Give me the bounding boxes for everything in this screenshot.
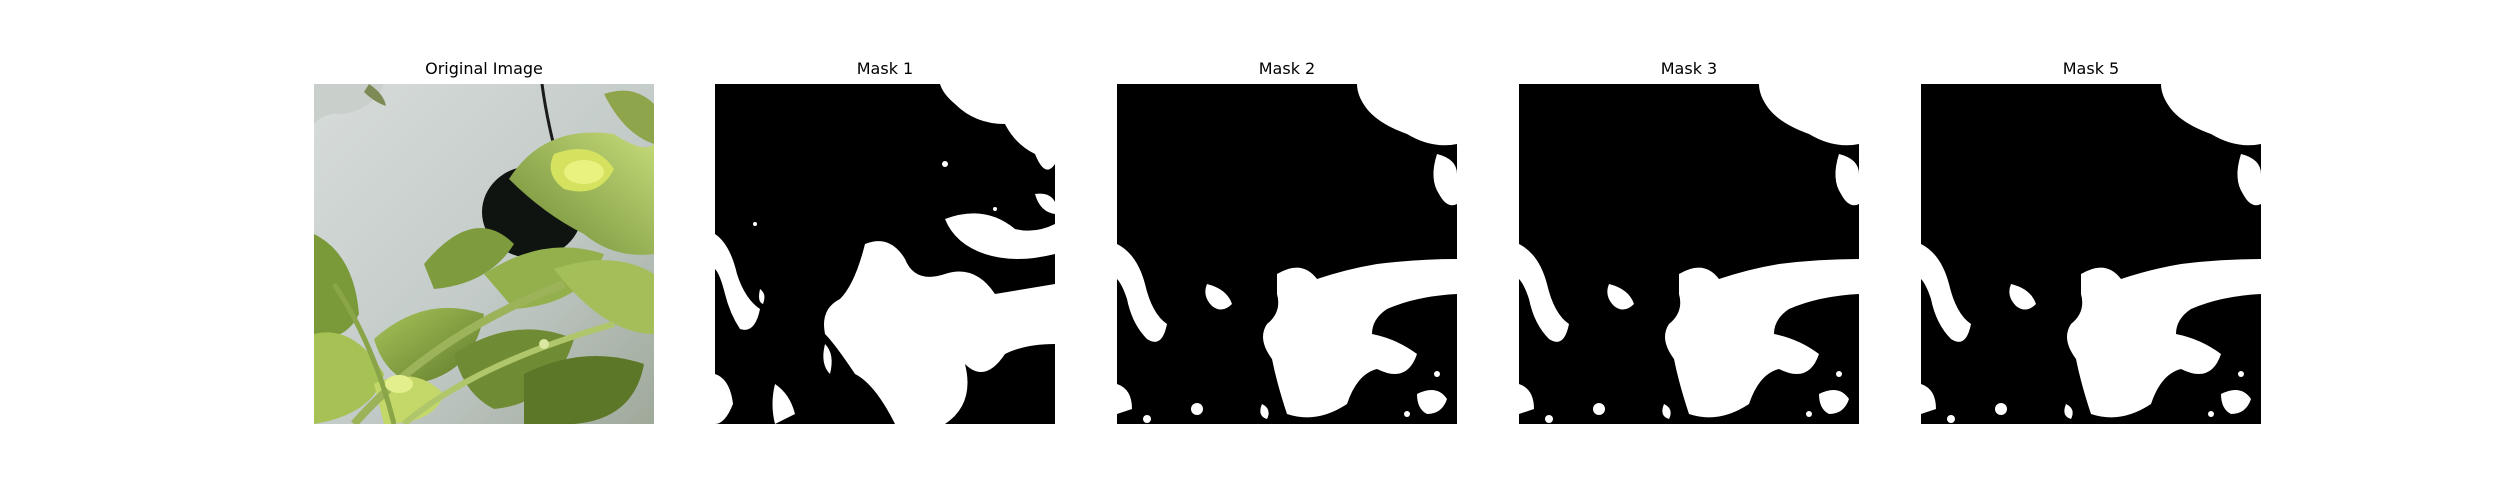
- panel-title: Mask 2: [1258, 59, 1316, 78]
- mask-2-image: [1117, 84, 1457, 424]
- mask-1-image: [715, 84, 1055, 424]
- mask-3-image: [1519, 84, 1859, 424]
- original-image-panel: Original Image: [314, 58, 654, 424]
- mask-1-panel: Mask 1: [715, 58, 1055, 424]
- original-plant-photo: [314, 84, 654, 424]
- panel-title: Original Image: [425, 59, 543, 78]
- mask-5-image: [1921, 84, 2261, 424]
- mask-5-panel: Mask 5: [1921, 58, 2261, 424]
- panel-title: Mask 5: [2062, 59, 2120, 78]
- mask-2-panel: Mask 2: [1117, 58, 1457, 424]
- panel-title: Mask 3: [1660, 59, 1718, 78]
- mask-3-panel: Mask 3: [1519, 58, 1859, 424]
- panel-title: Mask 1: [856, 59, 914, 78]
